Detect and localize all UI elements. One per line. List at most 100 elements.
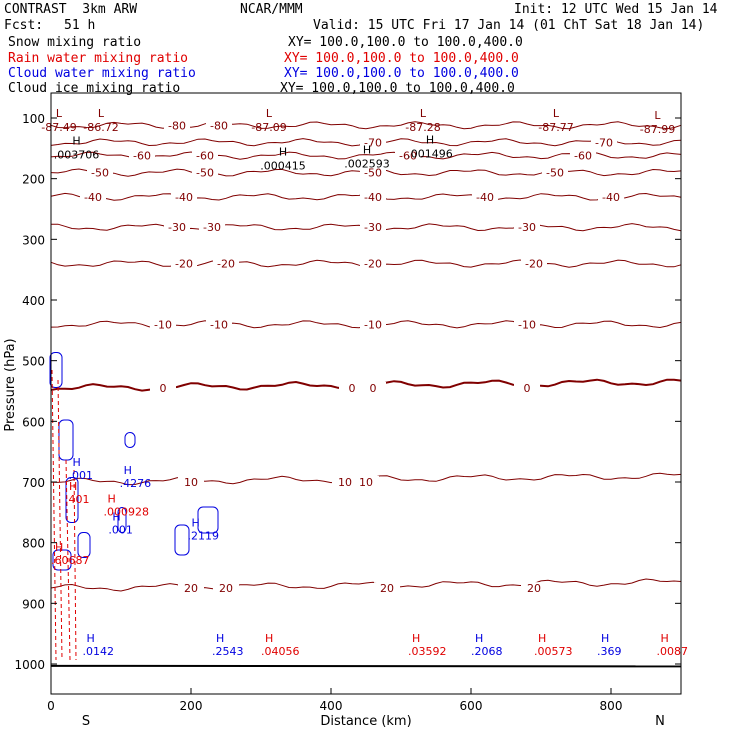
isotherm-label-bg xyxy=(514,381,540,394)
isotherm-label: 20 xyxy=(527,582,541,595)
isotherm-label: -30 xyxy=(168,221,186,234)
isotherm-label-bg xyxy=(353,476,379,488)
cloud-contour xyxy=(174,524,190,556)
y-tick-label: 700 xyxy=(22,476,45,490)
hydro-max-marker: H xyxy=(192,517,200,530)
isotherm-label: -60 xyxy=(133,150,151,163)
hydro-max-marker: H xyxy=(124,464,132,477)
extremum-value: -87.49 xyxy=(41,121,76,134)
hydro-max-value: .0142 xyxy=(83,645,115,658)
hydro-max-marker: H xyxy=(661,632,669,645)
cloud-contour xyxy=(77,532,91,558)
y-tick-label: 600 xyxy=(22,415,45,429)
isotherm-label-bg xyxy=(395,149,421,162)
isotherm-label-bg xyxy=(80,190,106,203)
plot-frame xyxy=(50,92,682,695)
y-tick-label: 100 xyxy=(22,112,45,126)
isotherm-line xyxy=(50,578,682,592)
extremum-marker: H xyxy=(279,145,287,158)
isotherm-label-bg xyxy=(360,381,386,394)
extremum-marker: L xyxy=(98,107,105,120)
cloud-contour xyxy=(58,419,74,461)
isotherm-label: 0 xyxy=(370,382,377,395)
isotherm-label-bg xyxy=(206,318,232,331)
hydro-max-value: .401 xyxy=(65,493,90,506)
hydro-max-marker: H xyxy=(216,632,224,645)
isotherm-label: -30 xyxy=(364,221,382,234)
isotherm-label: -50 xyxy=(364,167,382,180)
isotherm-label-bg xyxy=(542,166,568,179)
hydro-max-value: .00573 xyxy=(534,645,573,658)
hydro-max-marker: H xyxy=(108,492,116,505)
hydro-max-value: .03592 xyxy=(408,645,447,658)
x-axis-label: Distance (km) xyxy=(320,714,411,729)
isotherm-label-bg xyxy=(213,582,239,595)
isotherm-label-bg xyxy=(206,119,232,132)
isotherm-label-bg xyxy=(360,136,386,149)
extremum-value: .002593 xyxy=(344,158,390,171)
x-end-label-right: N xyxy=(655,714,665,729)
isotherm-line xyxy=(50,121,682,130)
isotherm-label: 10 xyxy=(338,476,352,489)
rain-contour xyxy=(65,459,71,661)
isotherm-label: -50 xyxy=(546,167,564,180)
x-end-label-left: S xyxy=(82,714,90,729)
fcst-label: Fcst: xyxy=(4,18,44,33)
isotherm-label: -70 xyxy=(595,136,613,149)
field-ice-name: Cloud ice mixing ratio xyxy=(8,81,181,96)
isotherm-label-bg xyxy=(360,257,386,270)
rain-contour xyxy=(51,369,57,661)
isotherm-label: 0 xyxy=(160,382,167,395)
isotherm-label-bg xyxy=(213,257,239,270)
isotherm-label: 20 xyxy=(184,582,198,595)
isotherm-label-bg xyxy=(178,582,204,595)
hydro-max-value: .4276 xyxy=(120,477,152,490)
field-snow-name: Snow mixing ratio xyxy=(8,35,142,50)
hydro-max-value: .001 xyxy=(69,469,94,482)
rain-contour xyxy=(73,469,77,661)
isotherm-label: -50 xyxy=(196,167,214,180)
isotherm-label-bg xyxy=(374,582,400,595)
extremum-marker: H xyxy=(72,135,80,148)
x-tick-label: 800 xyxy=(600,699,623,713)
isotherm-label-bg xyxy=(87,166,113,179)
isotherm-label: 20 xyxy=(380,582,394,595)
hydro-max-marker: H xyxy=(87,632,95,645)
isotherm-label-bg xyxy=(472,190,498,203)
extremum-marker: L xyxy=(420,107,427,120)
isotherm-label: -20 xyxy=(217,258,235,271)
isotherm-label-bg xyxy=(591,136,617,149)
model-title: CONTRAST 3km ARW xyxy=(4,2,138,17)
isotherm-label-bg xyxy=(150,318,176,331)
extremum-value: .003706 xyxy=(54,149,100,162)
isotherm-label: -10 xyxy=(518,318,536,331)
isotherm-label: -30 xyxy=(518,221,536,234)
extremum-marker: H xyxy=(426,133,434,146)
isotherm-label: -30 xyxy=(203,221,221,234)
extremum-value: -87.99 xyxy=(640,123,675,136)
extremum-marker: L xyxy=(553,107,560,120)
isotherm-label: 0 xyxy=(524,382,531,395)
field-rain-xy: XY= 100.0,100.0 to 100.0,400.0 xyxy=(284,51,519,66)
y-tick-label: 1000 xyxy=(14,658,45,672)
cloud-contour xyxy=(197,506,219,534)
isotherm-label: 10 xyxy=(184,476,198,489)
extremum-value: .000415 xyxy=(260,159,306,172)
y-tick-label: 400 xyxy=(22,294,45,308)
hydro-max-value: .001 xyxy=(108,523,132,536)
rain-contour xyxy=(57,379,63,661)
isotherm-label-bg xyxy=(332,476,358,488)
extremum-marker: L xyxy=(654,109,661,122)
y-tick-label: 500 xyxy=(22,355,45,369)
isotherm-label-bg xyxy=(164,221,190,234)
hydro-max-marker: H xyxy=(475,632,483,645)
isotherm-label: -60 xyxy=(574,150,592,163)
isotherm-label: -60 xyxy=(399,150,417,163)
isotherm-label-bg xyxy=(514,221,540,234)
cloud-contour xyxy=(52,549,72,571)
isotherm-label: 10 xyxy=(359,476,373,489)
surface-line xyxy=(50,664,682,668)
hydro-max-marker: H xyxy=(112,510,120,523)
isotherm-label-bg xyxy=(360,318,386,331)
isotherm-label-bg xyxy=(598,190,624,203)
